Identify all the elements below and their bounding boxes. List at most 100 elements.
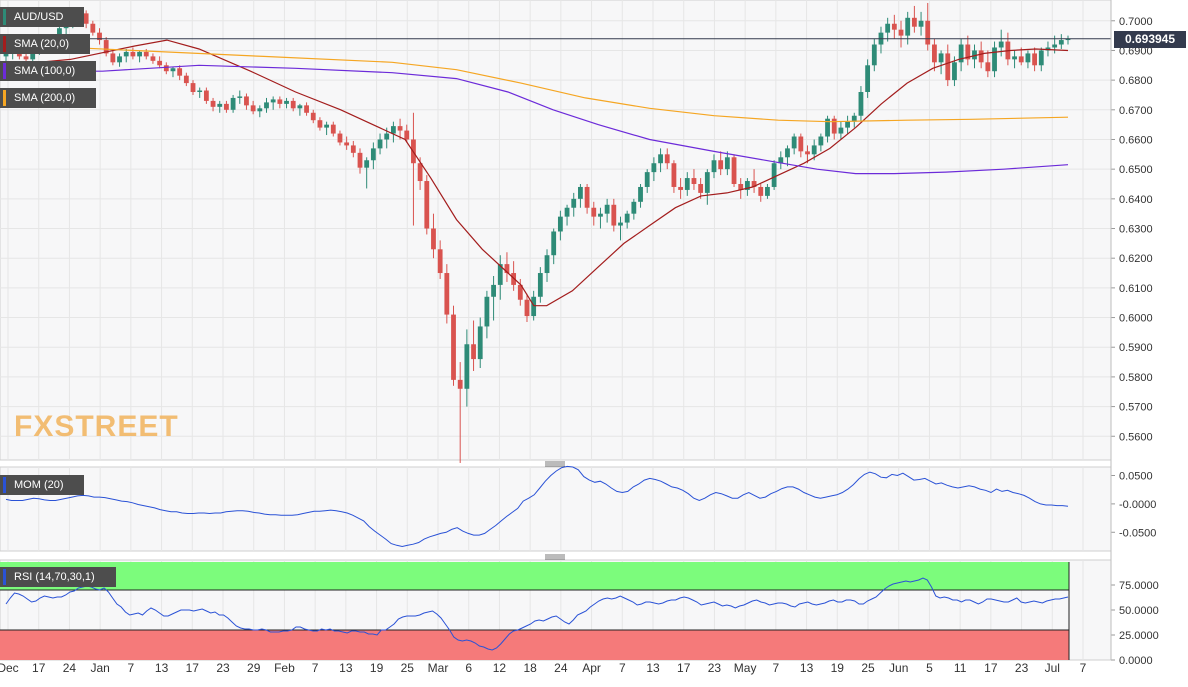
candle-bear <box>471 344 476 360</box>
candle-bear <box>317 120 323 128</box>
candle-bear <box>1032 53 1038 66</box>
candle-bull <box>464 344 470 389</box>
candle-bear <box>925 20 931 45</box>
candle-bull <box>638 186 643 202</box>
legend-mom[interactable]: MOM (20) <box>0 475 84 495</box>
candle-bear <box>457 379 463 389</box>
candle-bull <box>711 160 717 173</box>
price-tick-label: 0.6200 <box>1119 253 1153 265</box>
candle-bull <box>885 23 891 33</box>
candle-bull <box>1052 44 1058 48</box>
candle-bear <box>504 264 510 274</box>
candle-bull <box>237 96 243 98</box>
sma100-line <box>6 64 1069 175</box>
candle-bull <box>564 207 570 217</box>
rsi-oversold-band <box>0 630 1069 660</box>
candle-bear <box>831 118 837 134</box>
candle-bear <box>224 103 229 110</box>
candle-bull <box>117 56 122 63</box>
price-tick-label: 0.5800 <box>1119 372 1153 384</box>
price-tick-label: 0.6400 <box>1119 194 1153 206</box>
candle-bear <box>751 181 757 187</box>
mom-tick-label: 0.0500 <box>1119 471 1153 483</box>
candle-bear <box>330 124 336 134</box>
candle-bear <box>978 50 984 63</box>
candle-bear <box>357 152 363 168</box>
legend-sma20[interactable]: SMA (20,0) <box>0 34 90 54</box>
candle-bear <box>591 207 597 217</box>
candle-bull <box>531 296 537 317</box>
x-tick-label: 7 <box>128 661 135 675</box>
candle-bull <box>825 118 830 137</box>
candle-bear <box>163 65 169 72</box>
x-tick-label: 23 <box>1015 661 1029 675</box>
candle-bear <box>731 157 737 184</box>
candle-bear <box>277 99 283 104</box>
candle-bull <box>57 28 62 38</box>
x-tick-label: Dec <box>0 661 19 675</box>
candle-bear <box>157 60 163 66</box>
candle-bull <box>778 157 784 164</box>
candle-bear <box>110 53 116 63</box>
mom-pane <box>0 466 1112 552</box>
candle-bull <box>137 51 142 57</box>
candle-bull <box>264 102 269 109</box>
candle-bull <box>744 181 750 190</box>
candle-bull <box>765 186 770 196</box>
x-tick-label: 5 <box>926 661 933 675</box>
mom-tick-label: -0.0000 <box>1119 499 1156 511</box>
candle-bull <box>1025 53 1031 63</box>
candle-bull <box>771 163 777 187</box>
rsi-overbought-band <box>0 562 1069 590</box>
candle-bull <box>998 41 1004 48</box>
candle-bear <box>738 184 744 190</box>
candle-bull <box>30 50 36 60</box>
x-tick-label: Jan <box>90 661 109 675</box>
candle-bear <box>932 44 937 63</box>
candle-bull <box>851 115 857 122</box>
candle-bull <box>811 145 817 155</box>
candle-bull <box>170 68 176 72</box>
candle-bull <box>230 97 236 110</box>
candle-bull <box>544 255 550 274</box>
candle-bull <box>3 53 9 57</box>
candle-bull <box>1058 40 1064 45</box>
x-tick-label: 29 <box>247 661 261 675</box>
candle-bull <box>557 216 563 232</box>
candle-bear <box>290 100 296 109</box>
candle-bear <box>190 83 196 92</box>
legend-rsi[interactable]: RSI (14,70,30,1) <box>0 567 116 587</box>
x-tick-label: 17 <box>186 661 200 675</box>
candle-bull <box>123 51 129 57</box>
mom-tick-label: -0.0500 <box>1119 527 1156 539</box>
candle-bull <box>604 204 610 214</box>
legend-sma100[interactable]: SMA (100,0) <box>0 61 96 81</box>
candle-bear <box>758 186 764 196</box>
candle-bear <box>451 314 456 380</box>
watermark-logo: FXSTREET <box>14 410 179 443</box>
sma20-line <box>5 39 1069 307</box>
candle-bull <box>1012 56 1017 60</box>
candle-bull <box>297 105 303 109</box>
rsi-tick-label: 0.0000 <box>1119 655 1153 667</box>
candle-bull <box>938 53 944 63</box>
candle-bear <box>424 181 430 229</box>
mom-swatch <box>3 477 6 493</box>
price-tick-label: 0.6300 <box>1119 224 1153 236</box>
candle-bull <box>992 47 997 72</box>
candle-bear <box>898 29 904 36</box>
candle-bull <box>845 121 850 128</box>
candle-bull <box>270 99 276 103</box>
price-tick-label: 0.6100 <box>1119 283 1153 295</box>
candle-bear <box>397 126 403 131</box>
candle-bear <box>350 145 356 153</box>
legend-sma200[interactable]: SMA (200,0) <box>0 88 96 108</box>
x-tick-label: Feb <box>274 661 295 675</box>
x-tick-label: 13 <box>646 661 660 675</box>
candle-bear <box>23 56 29 60</box>
price-tick-label: 0.5900 <box>1119 342 1153 354</box>
mom-line <box>5 465 1069 548</box>
price-tick-label: 0.5600 <box>1119 431 1153 443</box>
candle-bear <box>444 273 450 315</box>
candle-bear <box>143 51 149 57</box>
